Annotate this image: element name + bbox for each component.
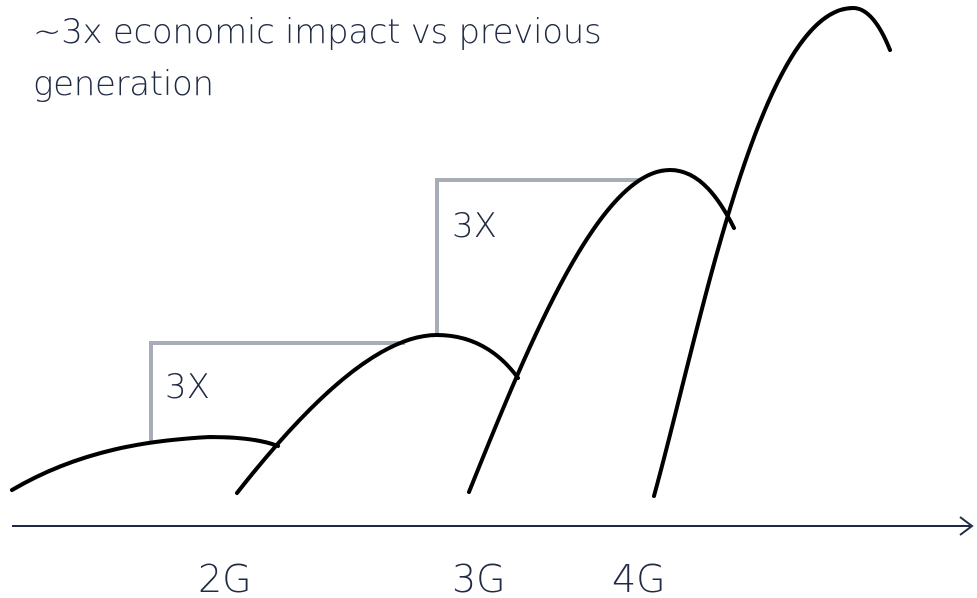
step-connector-2g-3g (149, 341, 405, 441)
curve-3g (467, 167, 736, 494)
multiplier-label-3g-4g: 3X (452, 206, 497, 246)
curve-4g (652, 5, 892, 498)
diagram-title: ~3x economic impact vs previous generati… (33, 12, 602, 104)
axis-label-4g: 4G (612, 557, 666, 598)
step-connector-3g-4g (435, 178, 640, 335)
curve-1g (10, 434, 280, 492)
axis-label-3g: 3G (452, 557, 506, 598)
axis-label-2g: 2G (198, 557, 252, 598)
multiplier-label-2g-3g: 3X (165, 367, 210, 407)
x-axis-arrowhead (959, 516, 974, 536)
curve-2g (235, 332, 520, 495)
